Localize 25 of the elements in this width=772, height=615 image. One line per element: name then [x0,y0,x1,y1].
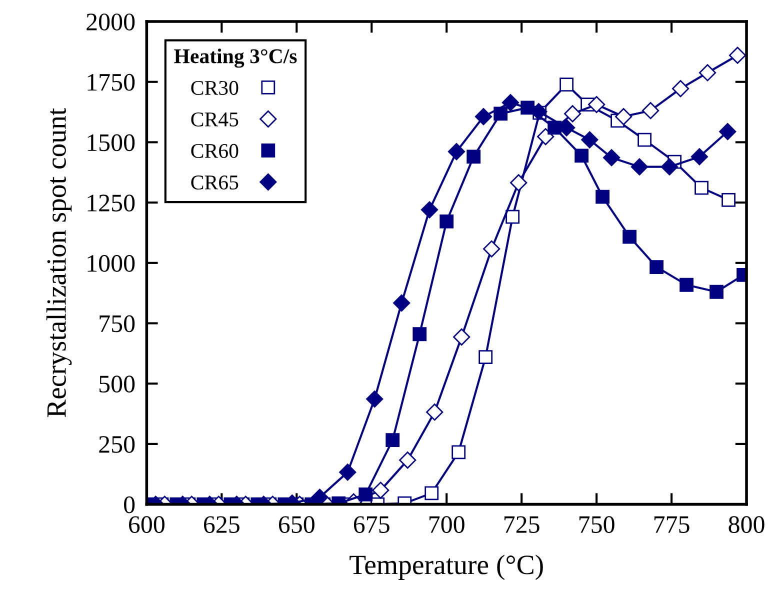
y-tick-label: 1500 [88,134,135,152]
x-tick-label: 650 [278,516,314,534]
x-tick-label: 675 [354,516,390,534]
y-axis-title: Recrystallization spot count [46,108,72,418]
y-tick-label: 0 [124,496,135,514]
legend-label: CR65 [191,176,238,190]
x-tick-label: 800 [728,516,764,534]
legend-label: CR30 [191,80,238,95]
x-tick-label: 775 [654,516,690,534]
y-tick-label: 1750 [88,74,135,91]
legend-label: CR45 [191,112,238,126]
y-tick-label: 1250 [88,194,135,212]
y-tick-label: 1000 [88,254,135,272]
x-axis-title: Temperature (°C) [350,554,543,580]
y-tick-label: 750 [100,315,135,332]
legend-label: CR60 [191,144,238,158]
legend-title: Heating 3°C/s [174,48,297,68]
x-tick-label: 725 [504,516,540,534]
y-tick-label: 250 [99,436,135,453]
x-tick-label: 700 [430,516,464,534]
x-tick-label: 625 [204,516,240,534]
x-tick-label: 750 [579,516,614,534]
x-tick-label: 600 [129,516,164,534]
y-tick-label: 500 [100,376,135,393]
y-tick-label: 2000 [86,14,135,30]
